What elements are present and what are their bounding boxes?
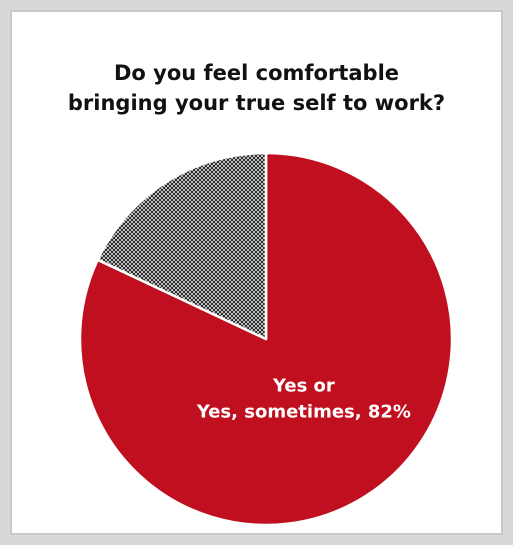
pie-slice-0-label-line-1: Yes, sometimes, 82% <box>196 402 411 423</box>
chart-frame: Do you feel comfortable bringing your tr… <box>10 10 503 535</box>
pie-slices <box>80 153 452 525</box>
pie-chart: Yes or Yes, sometimes, 82% <box>12 12 501 533</box>
pie-slice-0-label-line-0: Yes or <box>272 376 335 397</box>
